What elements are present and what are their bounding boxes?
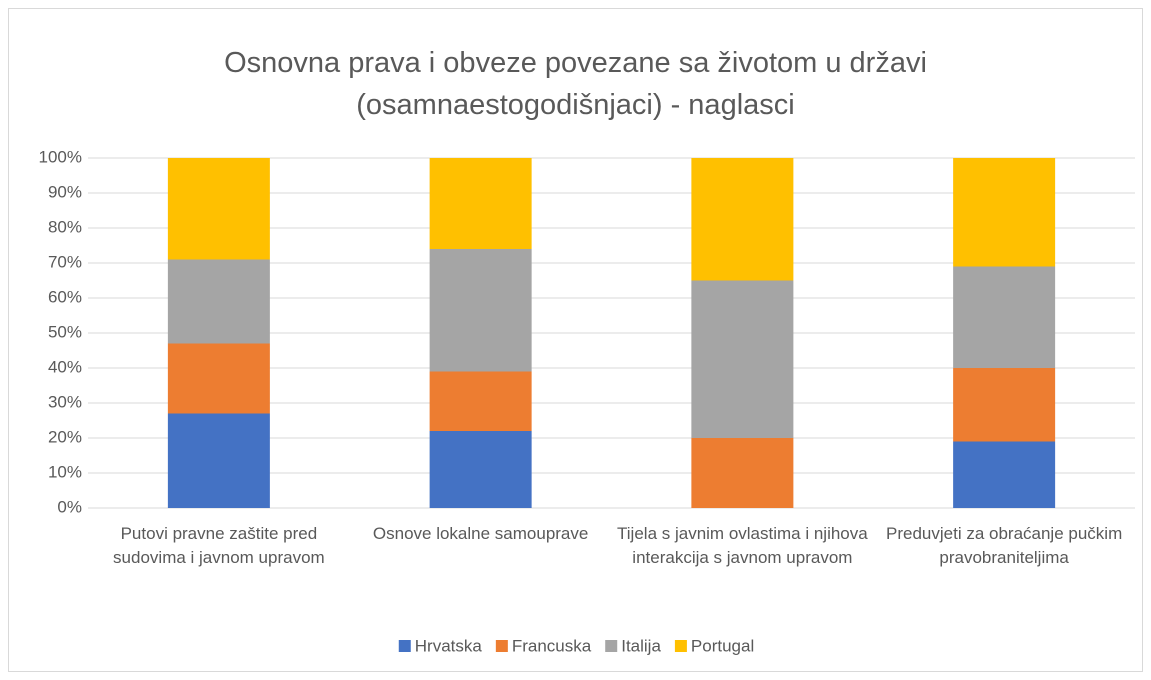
bar-segment <box>953 266 1056 368</box>
y-tick-label: 70% <box>48 252 82 271</box>
y-tick-label: 30% <box>48 392 82 411</box>
chart-frame <box>8 8 1143 672</box>
y-tick-label: 0% <box>57 497 82 516</box>
bar-segment <box>691 158 794 281</box>
bar-segment <box>429 371 532 431</box>
bar-segment <box>429 431 532 508</box>
bar-segment <box>691 280 794 438</box>
x-tick-label: Preduvjeti za obraćanje pučkim pravobran… <box>886 524 1123 567</box>
y-tick-label: 10% <box>48 462 82 481</box>
legend-label: Italija <box>621 636 661 655</box>
legend-swatch <box>398 640 411 652</box>
chart-title: Osnovna prava i obveze povezane sa život… <box>224 47 927 121</box>
y-tick-label: 80% <box>48 217 82 236</box>
bar-segment <box>953 441 1056 508</box>
y-tick-label: 100% <box>39 147 82 166</box>
bar-segment <box>953 158 1056 267</box>
legend-label: Portugal <box>691 636 754 655</box>
y-tick-label: 40% <box>48 357 82 376</box>
x-tick-label: Putovi pravne zaštite pred sudovima i ja… <box>113 524 325 567</box>
bar-segment <box>953 368 1056 442</box>
bar-segment <box>691 438 794 508</box>
bar-segment <box>167 158 270 260</box>
legend-label: Francuska <box>512 636 592 655</box>
x-tick-label: Osnove lokalne samouprave <box>372 524 589 543</box>
y-tick-label: 50% <box>48 322 82 341</box>
x-tick-label: Tijela s javnim ovlastima i njihova inte… <box>617 524 868 567</box>
bar-segment <box>167 413 270 508</box>
y-tick-label: 60% <box>48 287 82 306</box>
bar-segment <box>167 343 270 414</box>
legend-label: Hrvatska <box>415 636 483 655</box>
y-tick-label: 20% <box>48 427 82 446</box>
bar-segment <box>167 259 270 344</box>
legend-swatch <box>674 640 687 652</box>
bar-segment <box>429 158 532 249</box>
bar-segment <box>429 249 532 372</box>
y-tick-label: 90% <box>48 182 82 201</box>
legend-swatch <box>495 640 508 652</box>
legend-swatch <box>605 640 618 652</box>
